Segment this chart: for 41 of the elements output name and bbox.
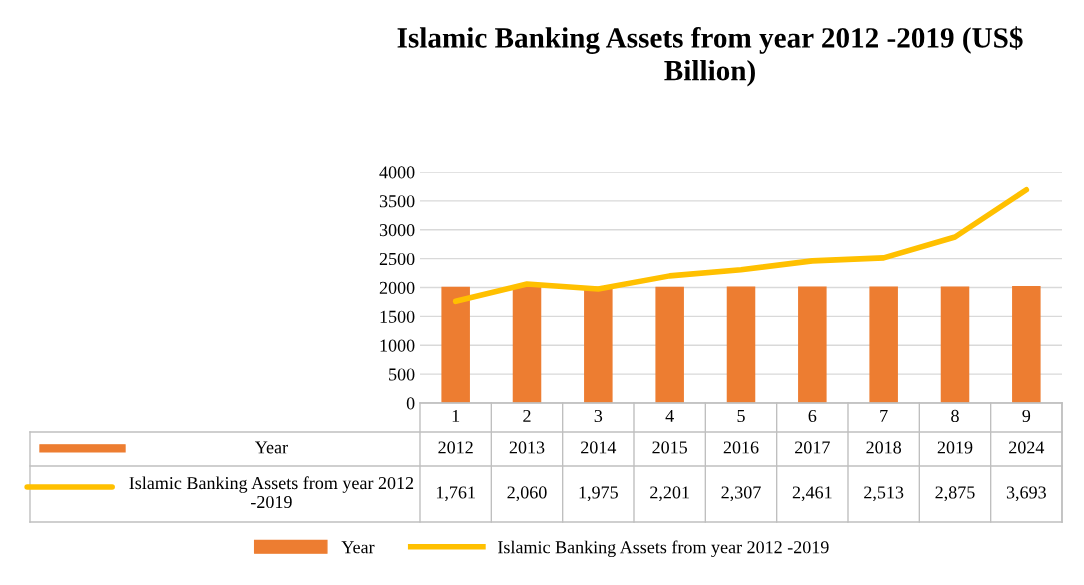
y-tick-label: 3000 xyxy=(379,224,415,237)
data-label: 2,060 xyxy=(507,486,547,502)
data-label: 2019 xyxy=(937,441,973,454)
y-tick-label: 3500 xyxy=(379,195,415,208)
data-label: 2,513 xyxy=(864,486,904,502)
data-label: 2014 xyxy=(581,441,617,454)
data-label: 2013 xyxy=(509,441,545,454)
data-label: 2017 xyxy=(795,441,830,454)
chart-title: Islamic Banking Assets from year 2012 -2019 (US$ Billion) xyxy=(397,26,1023,87)
x-tick-label: 4 xyxy=(665,409,674,422)
data-label: 2024 xyxy=(1009,441,1045,454)
data-label: 2015 xyxy=(652,441,688,454)
data-label: 2016 xyxy=(723,441,759,454)
legend-label: Year xyxy=(341,541,375,554)
data-label: 2,875 xyxy=(935,486,975,502)
data-label: 1,761 xyxy=(436,486,475,502)
data-label: 1,975 xyxy=(579,486,618,502)
data-label: 2018 xyxy=(866,441,902,454)
text: Islamic Banking Assets from year 2012 -2019 xyxy=(498,540,829,558)
x-tick-label: 6 xyxy=(808,409,817,423)
x-tick-label: 8 xyxy=(951,409,959,423)
data-label: 2,201 xyxy=(650,486,689,502)
y-tick-label: 2500 xyxy=(379,252,415,266)
y-tick-label: 1000 xyxy=(380,339,415,352)
data-label: 3,693 xyxy=(1006,486,1046,502)
x-tick-label: 3 xyxy=(594,409,603,423)
y-tick-label: 500 xyxy=(389,368,415,381)
x-tick-label: 7 xyxy=(880,410,888,422)
data-label: 2012 xyxy=(438,441,473,454)
y-tick-label: 0 xyxy=(406,397,415,410)
text: Year xyxy=(254,441,288,454)
x-tick-label: 1 xyxy=(452,409,460,422)
y-tick-label: 4000 xyxy=(379,166,415,179)
y-tick-label: 2000 xyxy=(379,281,415,294)
x-tick-label: 5 xyxy=(737,410,745,423)
x-tick-label: 9 xyxy=(1022,409,1031,423)
data-label: 2,307 xyxy=(721,486,761,502)
data-label: 2,461 xyxy=(792,486,832,502)
x-tick-label: 2 xyxy=(523,409,531,422)
y-tick-label: 1500 xyxy=(380,310,415,323)
legend-label: Islamic Banking Assets from year 2012 -2019 xyxy=(129,476,414,509)
